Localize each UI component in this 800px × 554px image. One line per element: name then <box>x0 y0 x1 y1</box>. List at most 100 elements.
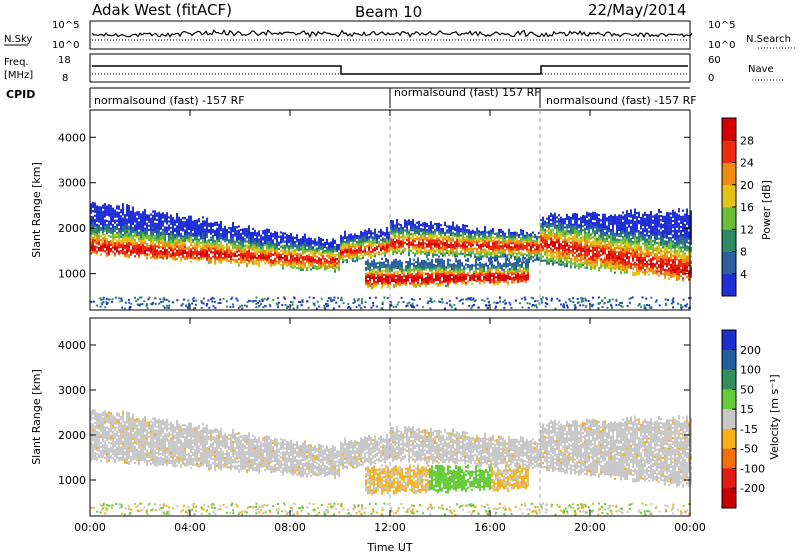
power-cell <box>244 230 246 233</box>
power-cell <box>372 232 374 235</box>
power-cell <box>656 215 658 218</box>
power-cell <box>438 243 440 246</box>
power-cell <box>372 248 374 251</box>
power-cell <box>174 254 176 257</box>
power-cell <box>498 243 500 246</box>
power-cell <box>668 241 670 244</box>
power-cell <box>446 239 448 242</box>
power-cell <box>306 240 308 243</box>
power-cell <box>242 240 244 243</box>
power-cell <box>594 232 596 235</box>
power-cell <box>612 222 614 225</box>
power-cell <box>536 248 538 251</box>
power-cell <box>296 258 298 261</box>
power-cell <box>626 265 628 268</box>
power-cell <box>166 218 168 221</box>
power-cell <box>316 255 318 258</box>
power-cell <box>160 252 162 255</box>
power-cell <box>96 250 98 253</box>
power-cell <box>140 213 142 216</box>
power-cell <box>338 244 340 247</box>
power-cell <box>422 236 424 239</box>
power-cell <box>578 232 580 235</box>
power-cell <box>180 251 182 254</box>
power-cell <box>638 244 640 247</box>
power-cell <box>460 238 462 241</box>
power-cell <box>316 251 318 254</box>
power-cell <box>214 234 216 237</box>
power-cell <box>90 221 92 224</box>
power-cell <box>568 216 570 219</box>
power-cell <box>560 224 562 227</box>
power-cell <box>102 241 104 244</box>
power-cell <box>190 236 192 239</box>
power-cell <box>666 240 668 243</box>
power-cell <box>388 233 390 236</box>
power-cell <box>444 244 446 247</box>
power-cell <box>576 248 578 251</box>
power-cell <box>96 207 98 210</box>
power-cell <box>150 242 152 245</box>
power-cell <box>396 222 398 226</box>
power-cell <box>654 236 656 239</box>
power-cell <box>534 252 536 255</box>
power-cell <box>256 242 258 245</box>
power-cell <box>576 213 578 216</box>
power-cell <box>490 252 492 255</box>
power-cell <box>136 217 138 220</box>
power-cell <box>538 246 540 249</box>
power-cell <box>618 245 620 248</box>
power-cell <box>588 230 590 234</box>
power-cell <box>194 248 196 251</box>
power-cell <box>672 260 674 264</box>
power-cell <box>176 239 178 242</box>
power-cell <box>660 223 662 226</box>
power-cell <box>480 243 482 246</box>
power-cell <box>590 225 592 228</box>
power-cell <box>518 248 520 251</box>
power-cell <box>580 237 582 240</box>
power-cell <box>102 231 104 234</box>
power-cell <box>650 237 652 240</box>
power-cell <box>616 228 618 231</box>
power-cell <box>166 240 168 243</box>
power-cell <box>558 251 560 254</box>
power-cell <box>106 219 108 222</box>
power-cell <box>278 260 280 263</box>
power-cell <box>102 212 104 215</box>
power-cell <box>206 234 208 237</box>
power-cell <box>432 239 434 242</box>
power-cell <box>548 215 550 218</box>
power-cell <box>298 255 300 258</box>
power-cell <box>668 273 670 276</box>
power-cell <box>210 242 212 245</box>
power-cell <box>200 227 202 230</box>
power-cell <box>676 217 678 220</box>
power-cell <box>432 249 434 252</box>
power-cell <box>454 234 456 238</box>
power-cell <box>198 259 200 262</box>
power-cell <box>196 246 198 249</box>
power-cell <box>554 259 556 262</box>
power-cell <box>480 253 482 256</box>
power-cell <box>382 237 384 240</box>
power-cell <box>434 249 436 252</box>
power-cell <box>308 245 310 248</box>
power-cell <box>608 248 610 251</box>
power-cell <box>664 234 666 237</box>
power-cell <box>422 234 424 237</box>
power-cell <box>438 249 440 252</box>
power-cell <box>560 222 562 225</box>
power-cell <box>148 237 150 240</box>
power-cell <box>678 267 680 270</box>
power-cell <box>136 225 138 228</box>
power-cell <box>486 249 488 252</box>
power-cell <box>202 238 204 241</box>
power-cell <box>370 250 372 253</box>
power-cell <box>304 239 306 242</box>
power-cell <box>576 219 578 222</box>
power-cell <box>406 234 408 238</box>
power-cell <box>230 235 232 238</box>
power-cell <box>120 241 122 244</box>
power-cell <box>624 228 626 231</box>
